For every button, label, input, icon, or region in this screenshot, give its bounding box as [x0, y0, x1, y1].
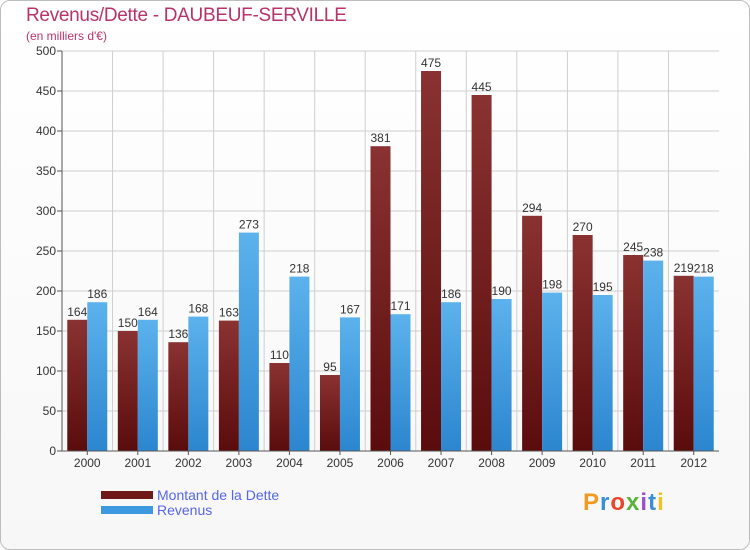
- bar-dette: [269, 363, 290, 451]
- y-tick-label: 150: [36, 324, 56, 338]
- logo-letter: i: [657, 489, 665, 516]
- legend: Montant de la Dette Revenus: [101, 486, 280, 518]
- value-label-dette: 163: [219, 306, 239, 320]
- y-tick-label: 200: [36, 284, 56, 298]
- chart-title: Revenus/Dette - DAUBEUF-SERVILLE: [26, 5, 347, 26]
- value-label-revenus: 273: [239, 218, 259, 232]
- y-tick-label: 100: [36, 364, 56, 378]
- x-tick-label: 2003: [226, 456, 253, 470]
- x-tick-label: 2012: [680, 456, 707, 470]
- x-tick-label: 2006: [377, 456, 404, 470]
- value-label-dette: 150: [118, 316, 138, 330]
- value-label-revenus: 171: [390, 299, 410, 313]
- value-label-dette: 219: [674, 261, 694, 275]
- bar-dette: [67, 319, 88, 451]
- bar-dette: [673, 275, 694, 451]
- legend-swatch-revenus: [101, 505, 153, 514]
- bar-revenus: [188, 316, 209, 451]
- bar-dette: [168, 342, 189, 451]
- value-label-revenus: 168: [188, 302, 208, 316]
- value-label-dette: 245: [623, 240, 643, 254]
- bar-revenus: [339, 317, 360, 451]
- x-tick-label: 2000: [74, 456, 101, 470]
- value-label-dette: 381: [370, 131, 390, 145]
- logo-letter: P: [583, 489, 601, 516]
- y-tick-label: 300: [36, 204, 56, 218]
- bar-revenus: [592, 295, 613, 451]
- bar-dette: [117, 331, 138, 451]
- value-label-dette: 95: [323, 360, 337, 374]
- bar-revenus: [693, 276, 714, 451]
- bar-revenus: [87, 302, 108, 451]
- value-label-dette: 164: [67, 305, 87, 319]
- x-tick-label: 2001: [124, 456, 151, 470]
- bar-revenus: [137, 319, 158, 451]
- bar-revenus: [238, 232, 259, 451]
- value-label-revenus: 186: [441, 287, 461, 301]
- bar-revenus: [390, 314, 411, 451]
- proxiti-logo: Proxiti: [583, 489, 665, 517]
- value-label-revenus: 198: [542, 278, 562, 292]
- x-tick-label: 2011: [630, 456, 656, 470]
- legend-swatch-dette: [101, 490, 153, 499]
- bar-dette: [471, 95, 492, 451]
- value-label-revenus: 218: [289, 262, 309, 276]
- bar-dette: [370, 146, 391, 451]
- value-label-revenus: 218: [694, 262, 714, 276]
- logo-letter: i: [640, 489, 649, 516]
- bar-revenus: [643, 260, 664, 451]
- value-label-dette: 445: [472, 80, 492, 94]
- value-label-dette: 294: [522, 201, 542, 215]
- bar-revenus: [441, 302, 462, 451]
- bar-dette: [218, 320, 239, 451]
- x-tick-label: 2008: [478, 456, 505, 470]
- value-label-dette: 110: [270, 348, 289, 362]
- logo-letter: t: [648, 489, 658, 516]
- value-label-dette: 475: [421, 56, 441, 70]
- x-tick-label: 2009: [529, 456, 556, 470]
- bar-revenus: [491, 299, 512, 451]
- x-tick-label: 2002: [175, 456, 202, 470]
- bar-revenus: [542, 292, 563, 451]
- y-tick-label: 50: [43, 404, 57, 418]
- y-tick-label: 500: [36, 44, 56, 58]
- x-tick-label: 2010: [579, 456, 606, 470]
- x-tick-label: 2007: [428, 456, 455, 470]
- x-tick-label: 2005: [327, 456, 354, 470]
- value-label-revenus: 238: [643, 246, 663, 260]
- value-label-dette: 270: [573, 220, 593, 234]
- logo-letter: r: [600, 489, 611, 516]
- y-tick-label: 0: [49, 444, 56, 458]
- bar-revenus: [289, 276, 310, 451]
- y-tick-label: 400: [36, 124, 56, 138]
- legend-item-dette: Montant de la Dette: [101, 486, 280, 503]
- value-label-revenus: 195: [593, 280, 613, 294]
- legend-label-dette: Montant de la Dette: [157, 486, 280, 503]
- value-label-dette: 136: [168, 327, 188, 341]
- bar-dette: [623, 255, 644, 451]
- logo-letter: x: [626, 489, 641, 516]
- value-label-revenus: 186: [87, 287, 107, 301]
- y-tick-label: 350: [36, 164, 56, 178]
- bars: [67, 71, 714, 451]
- axes: 0 50 100 150 200 250 300 350 400 450 500 2000 2001 20…: [36, 44, 719, 470]
- y-tick-label: 250: [36, 244, 56, 258]
- chart-subtitle: (en milliers d'€): [26, 29, 107, 43]
- value-label-revenus: 164: [138, 305, 158, 319]
- bar-dette: [522, 215, 543, 451]
- value-label-revenus: 190: [492, 284, 512, 298]
- logo-letter: o: [610, 489, 627, 516]
- value-label-revenus: 167: [340, 302, 360, 316]
- legend-item-revenus: Revenus: [101, 501, 279, 518]
- y-tick-label: 450: [36, 84, 56, 98]
- bar-dette: [421, 71, 442, 451]
- legend-label-revenus: Revenus: [157, 501, 213, 518]
- x-tick-label: 2004: [276, 456, 303, 470]
- bar-dette: [572, 235, 593, 451]
- bar-dette: [319, 375, 340, 451]
